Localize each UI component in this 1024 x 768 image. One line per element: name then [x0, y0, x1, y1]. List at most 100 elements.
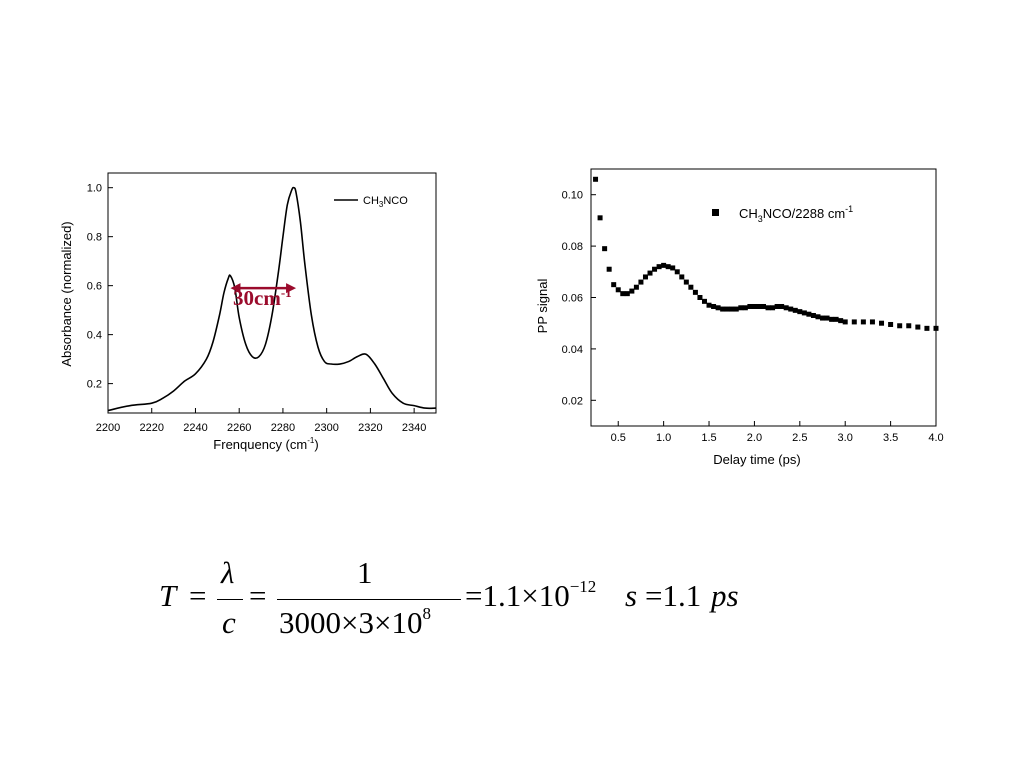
chart2-data-point [715, 305, 721, 311]
chart2-data-point [751, 303, 757, 309]
chart2-data-point [842, 319, 848, 325]
chart2-data-point [729, 306, 735, 312]
chart2-data-point [593, 176, 599, 182]
chart2-x-axis-label: Delay time (ps) [713, 452, 800, 467]
equation-result-power: =1.1×10−12 [465, 577, 597, 613]
chart2-data-point [692, 289, 698, 295]
chart1-x-tick-label: 2260 [227, 422, 251, 434]
chart2-data-point [824, 315, 830, 321]
equation-fraction2-denominator: 3000×3×108 [279, 604, 431, 640]
chart2-data-point [869, 319, 875, 325]
equation-lhs: T [159, 578, 177, 613]
chart1-x-tick-label: 2280 [271, 422, 295, 434]
equation-fraction2-numerator: 1 [357, 555, 373, 590]
chart2-data-point [602, 246, 608, 252]
period-equation: T = λ c = 1 3000×3×108 =1.1×10−12 s =1.1… [155, 545, 795, 655]
chart1-annotation-arrowhead-left [230, 283, 241, 294]
chart1-legend-label: CH3NCO [363, 195, 408, 209]
chart2-y-axis-label: PP signal [535, 279, 550, 334]
chart2-data-point [679, 274, 685, 280]
chart2-x-ticks: 0.5 1.0 1.5 2.0 2.5 3.0 3.5 4.0 [611, 421, 944, 444]
chart2-data-point [797, 309, 803, 315]
chart2-data-point [879, 320, 885, 326]
chart2-x-tick-label: 1.5 [701, 432, 716, 444]
chart1-x-tick-label: 2200 [96, 422, 120, 434]
equation-equals-2: = [249, 578, 267, 613]
charts-canvas: 2200 2220 2240 2260 2280 2300 2320 2340 0.20.40… [59, 168, 944, 467]
equation-fraction1-numerator: λ [221, 555, 235, 590]
chart1-y-tick-label: 1.0 [87, 183, 102, 195]
chart2-data-point [642, 274, 648, 280]
chart1-series-line [107, 186, 437, 412]
chart2-x-tick-label: 2.0 [747, 432, 762, 444]
chart2-data-point [724, 306, 730, 312]
chart1-x-tick-label: 2320 [358, 422, 382, 434]
chart2-legend-label: CH3NCO/2288 cm-1 [739, 204, 853, 224]
chart2-data-point [647, 270, 653, 276]
equation-fraction1-denominator: c [222, 605, 236, 640]
chart2-data-point [806, 311, 812, 317]
chart2-x-tick-label: 2.5 [792, 432, 807, 444]
chart1-x-tick-label: 2300 [314, 422, 338, 434]
chart2-data-point [833, 316, 839, 322]
chart2-data-point [701, 298, 707, 304]
chart1-plot-frame [107, 172, 437, 414]
chart2-data-point [629, 288, 635, 294]
chart2-data-point [888, 321, 894, 327]
equation-fraction2-bar [277, 599, 461, 600]
chart2-data-point [761, 303, 766, 309]
equation-result-ps: =1.1 [645, 578, 702, 613]
chart2-y-tick-label: 0.10 [562, 190, 583, 202]
chart2-data-point [801, 310, 807, 316]
chart2-x-tick-label: 4.0 [928, 432, 943, 444]
chart2-data-point [851, 319, 857, 325]
chart1-y-tick-label: 0.8 [87, 232, 102, 244]
chart1-y-tick-label: 0.2 [87, 379, 102, 391]
chart1-y-tick-label: 0.6 [87, 281, 102, 293]
chart2-series-points [593, 176, 939, 331]
chart2-data-point [683, 279, 689, 285]
chart2-data-point [774, 303, 780, 309]
chart2-data-point [747, 303, 753, 309]
chart2-data-point [633, 284, 639, 290]
chart2-data-point [615, 287, 621, 293]
chart2-data-point [688, 284, 694, 290]
chart2-data-point [906, 323, 912, 329]
chart2-y-tick-label: 0.02 [562, 395, 583, 407]
chart2-data-point [897, 323, 903, 329]
chart2-data-point [674, 269, 680, 275]
chart2-data-point [933, 325, 939, 331]
chart1-x-tick-label: 2240 [183, 422, 207, 434]
chart2-data-point [670, 265, 676, 271]
chart1-y-axis-label: Absorbance (normalized) [59, 221, 74, 366]
chart2-data-point [838, 318, 844, 324]
equation-ps-unit: ps [711, 578, 739, 613]
chart2-data-point [620, 291, 626, 297]
chart2-data-point [665, 264, 671, 270]
chart2-x-tick-label: 3.5 [883, 432, 898, 444]
equation-fraction1-bar [217, 599, 243, 600]
chart1-x-ticks: 2200 2220 2240 2260 2280 2300 2320 2340 [96, 408, 426, 434]
chart2-data-point [697, 295, 703, 300]
chart2-data-point [792, 307, 798, 313]
chart2-y-tick-label: 0.06 [562, 293, 583, 305]
chart2-data-point [779, 303, 785, 309]
chart1-x-tick-label: 2340 [402, 422, 426, 434]
chart2-data-point [720, 306, 726, 312]
pp-signal-chart: 0.5 1.0 1.5 2.0 2.5 3.0 3.5 4.0 0.020.040.060.0… [535, 168, 944, 467]
chart2-data-point [815, 314, 821, 320]
chart2-data-point [661, 262, 667, 268]
chart2-data-point [711, 303, 717, 309]
chart2-y-tick-label: 0.04 [562, 344, 583, 356]
chart2-data-point [597, 215, 603, 221]
chart2-data-point [756, 303, 762, 309]
chart2-data-point [924, 325, 930, 331]
chart2-y-ticks: 0.02 0.04 0.06 0.08 0.10 [562, 190, 596, 407]
equation-seconds-unit: s [625, 578, 638, 613]
chart1-x-axis-label: Frenquency (cm-1) [213, 436, 318, 452]
chart2-data-point [606, 266, 612, 272]
chart2-data-point [624, 291, 630, 297]
chart2-data-point [860, 319, 866, 325]
chart2-data-point [611, 282, 617, 288]
chart2-data-point [770, 305, 776, 311]
